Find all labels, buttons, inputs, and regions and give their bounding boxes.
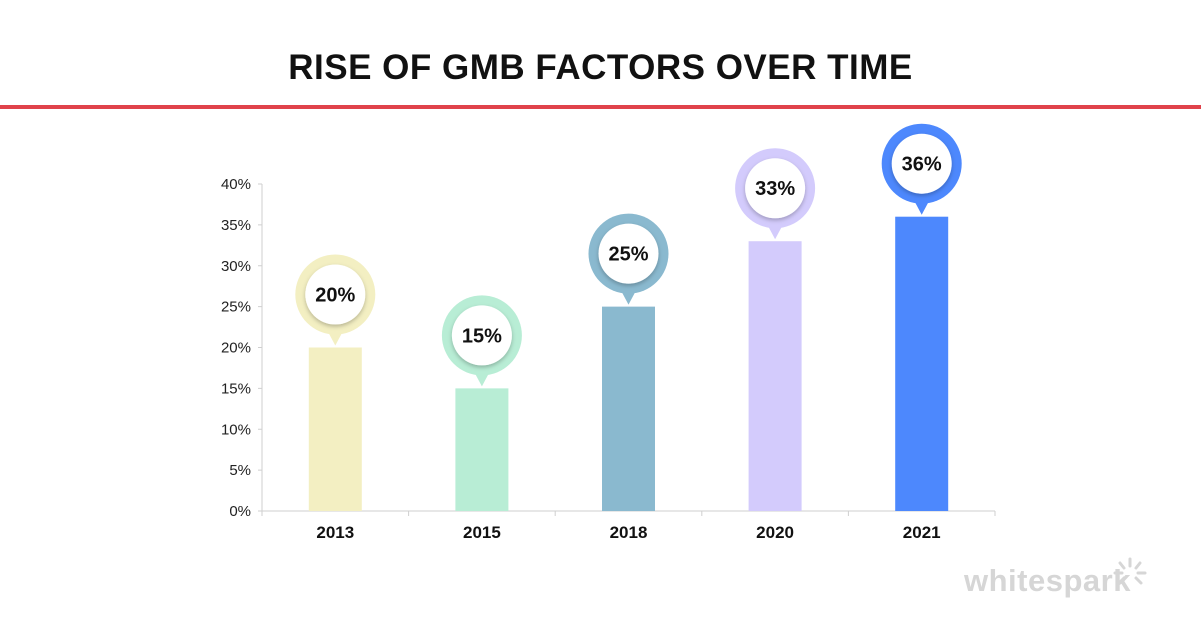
bar-2021 (895, 216, 949, 511)
x-tick-label: 2020 (756, 523, 794, 542)
bubble-inner (451, 305, 512, 366)
spark-icon (1113, 557, 1147, 585)
x-tick-label: 2018 (610, 523, 648, 542)
bubble-inner (891, 133, 952, 194)
data-label: 20% (315, 285, 355, 307)
y-tick-label: 20% (221, 340, 251, 357)
x-tick-label: 2015 (463, 523, 501, 542)
data-label: 33% (755, 178, 795, 200)
data-label-bubble-2020: 33% (735, 148, 816, 240)
y-tick-label: 0% (229, 503, 251, 520)
bar-2015 (455, 388, 509, 511)
bar-2018 (602, 306, 655, 511)
data-label-bubble-2015: 15% (441, 295, 522, 387)
data-label: 36% (902, 154, 942, 176)
y-tick-label: 30% (221, 258, 251, 275)
whitespark-logo: whitespark (964, 557, 1147, 599)
title-divider (0, 105, 1201, 109)
data-label-bubble-2013: 20% (295, 254, 376, 346)
bubble-pointer (327, 330, 344, 346)
data-label: 15% (462, 325, 502, 347)
bubble-pointer (620, 289, 637, 305)
bar-2013 (308, 347, 362, 511)
bubble-inner (745, 158, 806, 219)
y-tick-label: 40% (221, 176, 251, 193)
y-tick-label: 10% (221, 421, 251, 438)
chart-title: RISE OF GMB FACTORS OVER TIME (288, 48, 913, 87)
bubble-pointer (767, 224, 784, 240)
x-tick-label: 2013 (316, 523, 354, 542)
data-label-bubble-2021: 36% (881, 123, 962, 215)
y-tick-label: 35% (221, 217, 251, 234)
y-tick-label: 15% (221, 380, 251, 397)
bar-2020 (748, 241, 802, 511)
data-label-bubble-2018: 25% (588, 213, 669, 305)
y-tick-label: 25% (221, 299, 251, 316)
logo-wordmark: whitespark (964, 563, 1131, 598)
bubble-pointer (913, 199, 930, 215)
bubble-pointer (473, 371, 490, 387)
y-tick-label: 5% (229, 462, 251, 479)
x-tick-label: 2021 (903, 523, 941, 542)
bubble-inner (598, 223, 659, 284)
bubble-inner (305, 264, 366, 325)
data-label: 25% (608, 244, 648, 266)
